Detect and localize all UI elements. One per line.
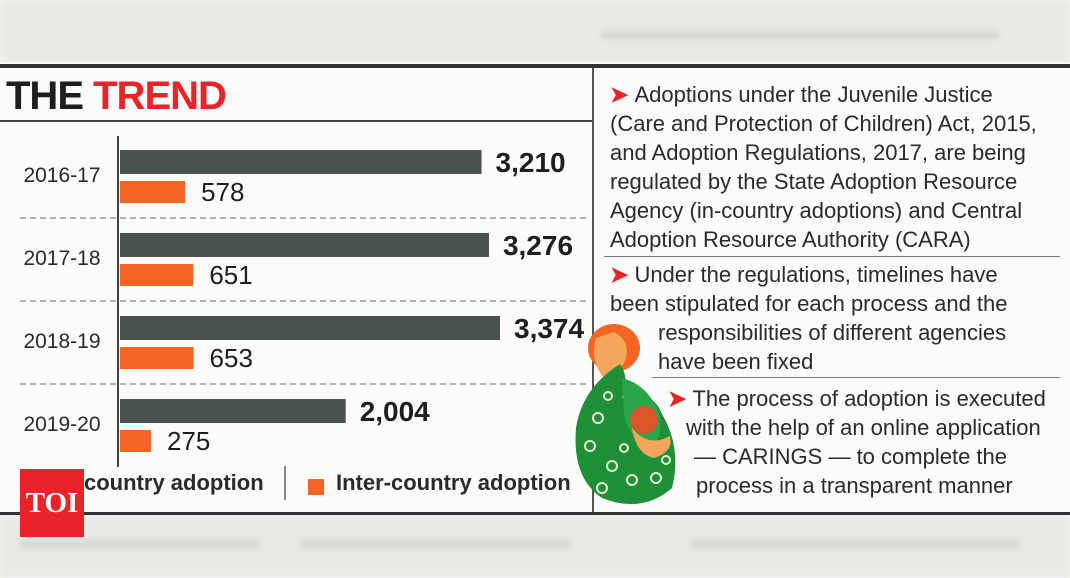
bullet-3-line: — CARINGS — to complete the — [694, 444, 1007, 469]
bullet-1-line: (Care and Protection of Children) Act, 2… — [610, 111, 1037, 136]
inter-country-bar — [120, 181, 186, 203]
inter-country-bar — [120, 430, 151, 452]
blurred-footer-strip — [0, 515, 1070, 578]
in-country-bar — [120, 150, 482, 174]
in-country-bar — [120, 399, 346, 423]
mother-and-child-icon — [575, 324, 676, 505]
title-word-the: THE — [6, 74, 84, 118]
in-country-bar — [120, 233, 489, 257]
in-country-value-label: 3,276 — [503, 230, 573, 261]
category-label: 2019-20 — [23, 413, 100, 436]
bullet-2-line: been stipulated for each process and the — [610, 291, 1008, 316]
blurred-header-strip — [0, 0, 1070, 62]
bullet-3: ➤ The process of adoption is executed wit… — [668, 384, 1046, 500]
top-rule — [0, 64, 1070, 68]
inter-country-bar — [120, 264, 194, 286]
inter-country-bar — [120, 347, 194, 369]
category-label: 2016-17 — [23, 164, 100, 187]
infographic-panel — [0, 62, 1070, 515]
bullet-2-line: responsibilities of different agencies — [658, 320, 1007, 345]
bullet-1-line: Agency (in-country adoptions) and Centra… — [610, 198, 1023, 223]
in-country-value-label: 3,374 — [514, 313, 584, 344]
title-underline — [0, 120, 592, 122]
bullet-1: ➤ Adoptions under the Juvenile Justice (C… — [610, 80, 1037, 254]
legend-inter-country-swatch — [308, 479, 324, 495]
bottom-rule — [0, 512, 1070, 515]
bullet-1-line: regulated by the State Adoption Resource — [610, 169, 1018, 194]
bullet-1-line: Adoptions under the Juvenile Justice — [634, 82, 993, 107]
bullet-3-line: with the help of an online application — [686, 415, 1041, 440]
bullet-2-line: Under the regulations, timelines have — [634, 262, 998, 287]
inter-country-value-label: 578 — [201, 177, 244, 207]
in-country-value-label: 3,210 — [496, 147, 566, 178]
bullet-2-line: have been fixed — [658, 349, 814, 374]
in-country-bar — [120, 316, 500, 340]
inter-country-value-label: 651 — [209, 260, 252, 290]
bullet-1-line: and Adoption Regulations, 2017, are bein… — [610, 140, 1026, 165]
bullet-2: ➤ Under the regulations, timelines have b… — [610, 260, 1008, 376]
inter-country-value-label: 653 — [210, 343, 253, 373]
legend-separator — [284, 466, 286, 500]
bullet-3-line: process in a transparent manner — [696, 473, 1013, 498]
in-country-value-label: 2,004 — [360, 396, 430, 427]
toi-logo: TOI — [20, 469, 84, 537]
category-label: 2017-18 — [23, 247, 100, 270]
adoption-bar-chart: 2016-17 3,210 578 2017-18 3,276 651 2018-19 3,3… — [20, 136, 586, 467]
category-label: 2018-19 — [23, 330, 100, 353]
bullet-3-line: The process of adoption is executed — [692, 386, 1046, 411]
arrow-icon: ➤ — [610, 82, 629, 107]
bullet-1-line: Adoption Resource Authority (CARA) — [610, 227, 971, 252]
column-divider — [592, 68, 594, 512]
arrow-icon: ➤ — [610, 262, 629, 287]
legend-in-country-label: country adoption — [84, 470, 264, 495]
title-word-trend: TREND — [93, 74, 227, 118]
inter-country-value-label: 275 — [167, 426, 210, 456]
bullet-separator — [604, 256, 1060, 257]
chart-title: THE TREND — [6, 74, 227, 119]
legend-inter-country-label: Inter-country adoption — [336, 470, 571, 495]
bullet-separator — [652, 377, 1060, 378]
arrow-icon: ➤ — [668, 386, 687, 411]
